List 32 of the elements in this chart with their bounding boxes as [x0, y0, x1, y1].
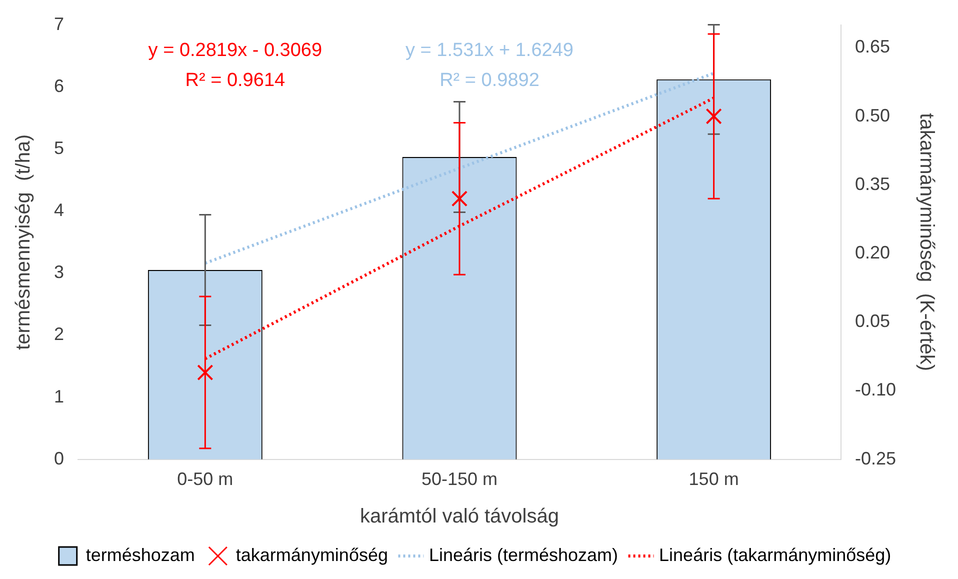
- y-tick-label: 5: [54, 138, 64, 158]
- y-tick-label: 2: [54, 324, 64, 344]
- legend-label: terméshozam: [86, 544, 195, 565]
- legend-label: Lineáris (takarmányminőség): [659, 544, 892, 565]
- y-tick-label: 1: [54, 386, 64, 406]
- point: [706, 108, 722, 124]
- y2-tick-label: 0.50: [854, 105, 890, 126]
- y2-tick-label: 0.20: [854, 242, 890, 263]
- x-tick-label: 0-50 m: [177, 469, 234, 490]
- x-tick-label: 150 m: [688, 469, 739, 490]
- x-axis-title: karámtól való távolság: [360, 506, 559, 528]
- y-axis-title: termésmennyiség (t/ha): [12, 134, 35, 350]
- y-tick-label: 7: [54, 14, 64, 34]
- y2-tick-label: 0.35: [854, 174, 890, 194]
- y-tick-label: 3: [54, 262, 64, 282]
- y-tick-label: 6: [54, 76, 64, 96]
- annotation: y = 1.531x + 1.6249: [406, 40, 574, 62]
- y2-tick-label: 0.65: [854, 36, 890, 57]
- annotation: y = 0.2819x - 0.3069: [148, 40, 322, 62]
- annotation: R² = 0.9892: [440, 70, 540, 92]
- x-tick-label: 50-150 m: [421, 469, 498, 490]
- legend-label: takarmányminőség: [236, 544, 388, 565]
- y-tick-label: 4: [54, 200, 64, 220]
- y2-tick-label: -0.25: [854, 448, 896, 468]
- y2-tick-label: -0.10: [854, 380, 896, 400]
- point: [451, 190, 468, 207]
- y-tick-label: 0: [54, 448, 64, 468]
- point: [197, 364, 214, 381]
- y2-axis-title: takarmányminőség (K-érték): [915, 113, 938, 372]
- annotation: R² = 0.9614: [185, 70, 286, 92]
- y2-tick-label: 0.05: [854, 311, 890, 332]
- legend-label: Lineáris (terméshozam): [428, 544, 618, 565]
